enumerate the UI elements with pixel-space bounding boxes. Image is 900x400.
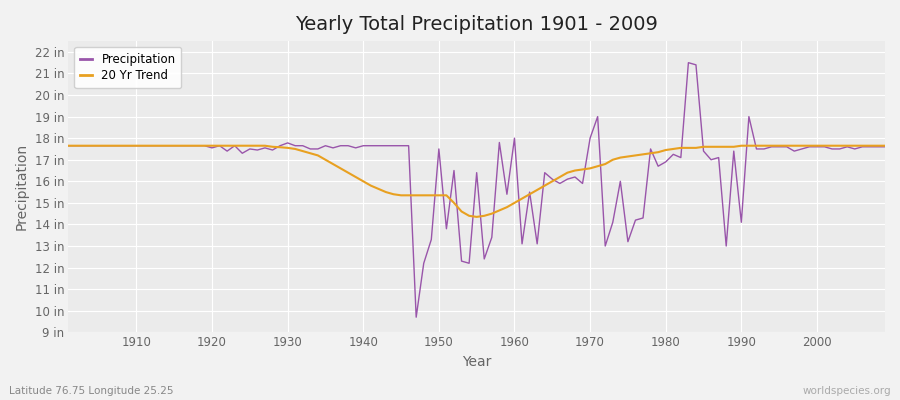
20 Yr Trend (63, 143, 74, 148)
Precipitation (290, 143, 301, 148)
Precipitation (517, 242, 527, 246)
Precipitation (63, 143, 74, 148)
Precipitation (335, 143, 346, 148)
20 Yr Trend (472, 214, 482, 219)
Precipitation (410, 315, 421, 320)
X-axis label: Year: Year (462, 355, 491, 369)
20 Yr Trend (509, 200, 520, 205)
Legend: Precipitation, 20 Yr Trend: Precipitation, 20 Yr Trend (75, 47, 182, 88)
Y-axis label: Precipitation: Precipitation (15, 143, 29, 230)
Text: Latitude 76.75 Longitude 25.25: Latitude 76.75 Longitude 25.25 (9, 386, 174, 396)
20 Yr Trend (335, 166, 346, 171)
Line: 20 Yr Trend: 20 Yr Trend (68, 146, 885, 217)
20 Yr Trend (608, 157, 618, 162)
Line: Precipitation: Precipitation (68, 63, 885, 317)
Title: Yearly Total Precipitation 1901 - 2009: Yearly Total Precipitation 1901 - 2009 (295, 15, 658, 34)
20 Yr Trend (879, 143, 890, 148)
Precipitation (509, 136, 520, 140)
20 Yr Trend (517, 196, 527, 201)
Precipitation (608, 220, 618, 225)
Precipitation (123, 143, 134, 148)
Precipitation (879, 144, 890, 149)
20 Yr Trend (123, 143, 134, 148)
Text: worldspecies.org: worldspecies.org (803, 386, 891, 396)
Precipitation (683, 60, 694, 65)
20 Yr Trend (290, 146, 301, 151)
